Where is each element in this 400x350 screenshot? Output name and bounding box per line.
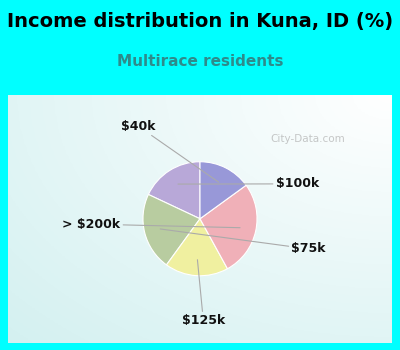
Wedge shape [200, 185, 257, 269]
Text: $100k: $100k [178, 177, 319, 190]
Text: City-Data.com: City-Data.com [270, 134, 345, 144]
Text: $125k: $125k [182, 260, 225, 327]
Wedge shape [200, 162, 246, 219]
Wedge shape [148, 162, 200, 219]
Text: $75k: $75k [160, 229, 326, 256]
Wedge shape [143, 195, 200, 265]
Text: Income distribution in Kuna, ID (%): Income distribution in Kuna, ID (%) [7, 12, 393, 31]
Text: > $200k: > $200k [62, 218, 240, 231]
Wedge shape [166, 219, 228, 276]
Text: Multirace residents: Multirace residents [117, 54, 283, 69]
Text: $40k: $40k [121, 120, 219, 182]
